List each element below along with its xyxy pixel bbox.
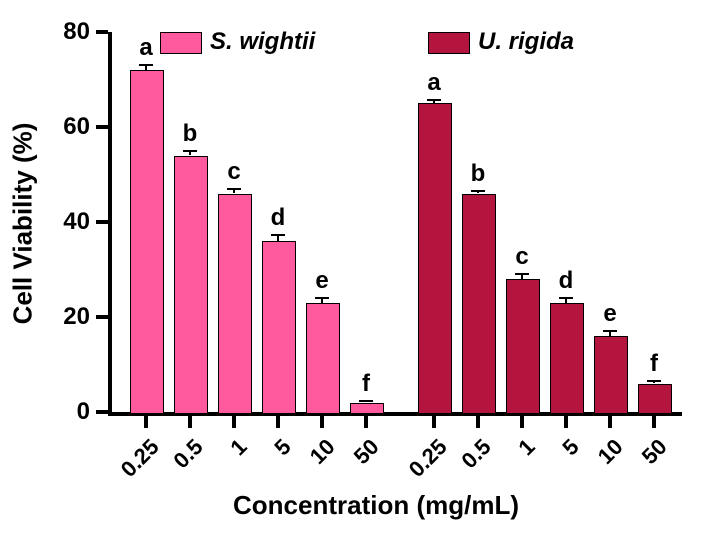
x-tick bbox=[476, 416, 480, 428]
x-tick-label: 5 bbox=[524, 434, 585, 495]
x-tick-label: 5 bbox=[236, 434, 297, 495]
x-tick bbox=[520, 416, 524, 428]
y-tick bbox=[96, 125, 108, 129]
y-tick bbox=[96, 410, 108, 414]
legend-swatch-u-rigida bbox=[428, 32, 470, 54]
s-wightii-errorcap bbox=[227, 188, 241, 190]
x-tick bbox=[608, 416, 612, 428]
u-rigida-sig-letter: a bbox=[424, 69, 444, 97]
x-tick-label: 50 bbox=[324, 434, 385, 495]
s-wightii-sig-letter: e bbox=[312, 267, 332, 295]
u-rigida-errorcap bbox=[647, 380, 661, 382]
u-rigida-sig-letter: c bbox=[512, 243, 532, 271]
s-wightii-errorcap bbox=[315, 297, 329, 299]
s-wightii-bar bbox=[174, 156, 208, 415]
s-wightii-errorcap bbox=[139, 64, 153, 66]
u-rigida-errorcap bbox=[427, 99, 441, 101]
s-wightii-bar bbox=[218, 194, 252, 415]
u-rigida-errorcap bbox=[559, 297, 573, 299]
x-tick bbox=[320, 416, 324, 428]
x-tick-label: 0.25 bbox=[104, 434, 165, 495]
legend-swatch-s-wightii bbox=[160, 32, 202, 54]
s-wightii-sig-letter: d bbox=[268, 204, 288, 232]
x-tick-label: 10 bbox=[568, 434, 629, 495]
y-tick-label: 0 bbox=[46, 398, 90, 426]
u-rigida-errorcap bbox=[515, 273, 529, 275]
s-wightii-sig-letter: c bbox=[224, 158, 244, 186]
u-rigida-errorcap bbox=[471, 190, 485, 192]
u-rigida-errorcap bbox=[603, 330, 617, 332]
legend-label-u-rigida: U. rigida bbox=[478, 28, 574, 56]
s-wightii-sig-letter: f bbox=[356, 370, 376, 398]
y-tick-label: 60 bbox=[46, 113, 90, 141]
s-wightii-errorcap bbox=[183, 150, 197, 152]
u-rigida-sig-letter: d bbox=[556, 267, 576, 295]
u-rigida-bar bbox=[418, 103, 452, 414]
y-tick bbox=[96, 30, 108, 34]
x-tick-label: 0.5 bbox=[436, 434, 497, 495]
legend-label-s-wightii: S. wightii bbox=[210, 28, 315, 56]
chart-root: S. wightii U. rigida Cell Viability (%) … bbox=[0, 0, 711, 541]
x-tick bbox=[364, 416, 368, 428]
s-wightii-bar bbox=[262, 241, 296, 414]
s-wightii-sig-letter: a bbox=[136, 34, 156, 62]
u-rigida-bar bbox=[594, 336, 628, 414]
u-rigida-sig-letter: b bbox=[468, 160, 488, 188]
u-rigida-bar bbox=[506, 279, 540, 414]
x-tick bbox=[232, 416, 236, 428]
x-tick-label: 0.25 bbox=[392, 434, 453, 495]
x-tick bbox=[432, 416, 436, 428]
s-wightii-sig-letter: b bbox=[180, 120, 200, 148]
u-rigida-bar bbox=[550, 303, 584, 414]
x-tick bbox=[564, 416, 568, 428]
x-tick-label: 0.5 bbox=[148, 434, 209, 495]
s-wightii-errorcap bbox=[271, 234, 285, 236]
y-tick-label: 20 bbox=[46, 303, 90, 331]
s-wightii-bar bbox=[130, 70, 164, 414]
x-tick-label: 1 bbox=[192, 434, 253, 495]
x-tick bbox=[652, 416, 656, 428]
s-wightii-bar bbox=[350, 403, 384, 415]
x-tick bbox=[188, 416, 192, 428]
u-rigida-bar bbox=[638, 384, 672, 415]
s-wightii-errorcap bbox=[359, 400, 373, 402]
x-tick-label: 50 bbox=[612, 434, 673, 495]
x-tick-label: 1 bbox=[480, 434, 541, 495]
u-rigida-bar bbox=[462, 194, 496, 415]
x-tick-label: 10 bbox=[280, 434, 341, 495]
x-tick bbox=[144, 416, 148, 428]
y-axis-title: Cell Viability (%) bbox=[8, 114, 39, 334]
y-tick-label: 40 bbox=[46, 208, 90, 236]
y-tick bbox=[96, 220, 108, 224]
u-rigida-sig-letter: f bbox=[644, 350, 664, 378]
y-tick-label: 80 bbox=[46, 18, 90, 46]
x-tick bbox=[276, 416, 280, 428]
s-wightii-bar bbox=[306, 303, 340, 414]
x-axis-title: Concentration (mg/mL) bbox=[233, 490, 519, 521]
y-tick bbox=[96, 315, 108, 319]
u-rigida-sig-letter: e bbox=[600, 300, 620, 328]
